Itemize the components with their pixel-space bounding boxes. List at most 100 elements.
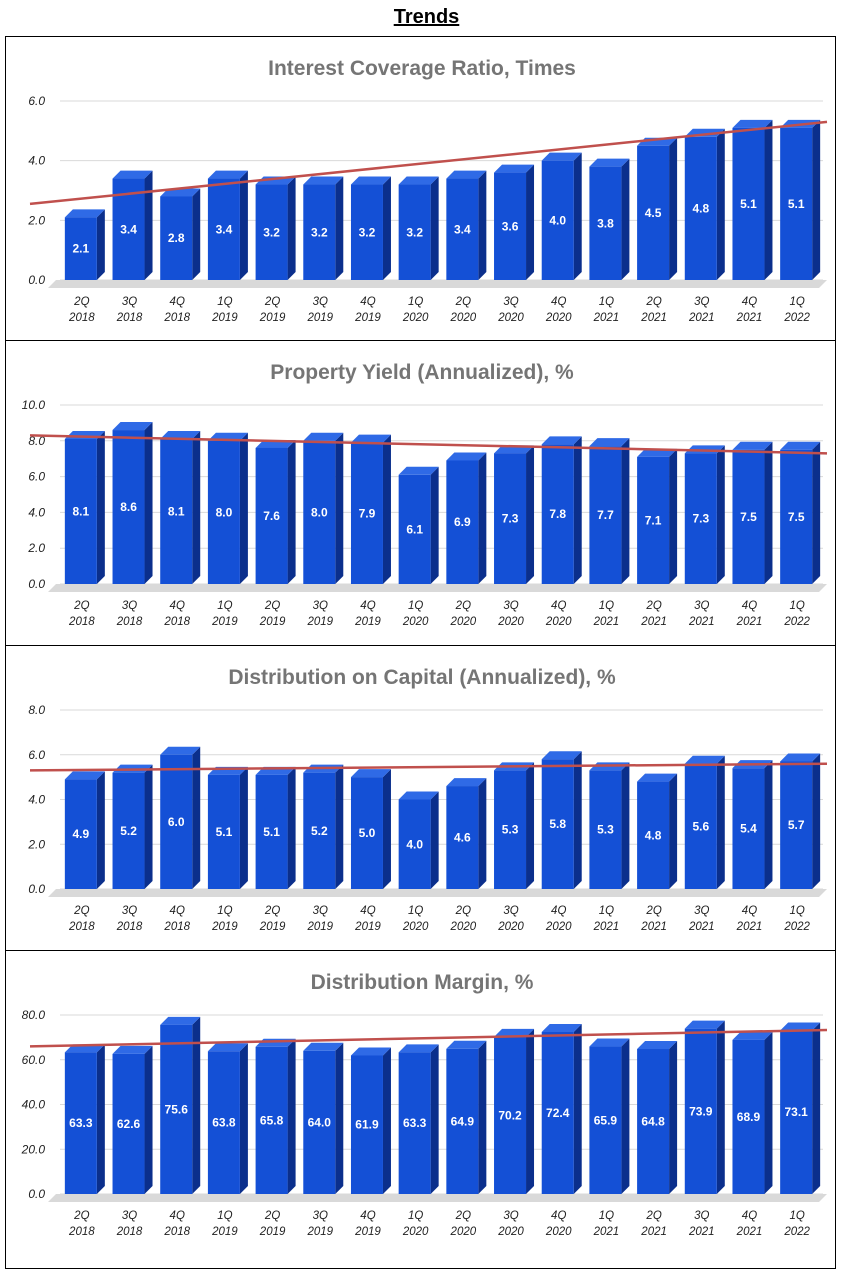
bar	[637, 448, 678, 584]
bar-side	[716, 445, 725, 584]
bar-side	[526, 445, 535, 584]
y-tick-label: 0.0	[28, 273, 45, 287]
bar-side	[526, 1028, 535, 1194]
bar-top	[160, 1016, 201, 1025]
bar	[112, 422, 153, 584]
x-tick-label: 1Q	[599, 296, 614, 308]
x-tick-label: 2020	[497, 921, 524, 933]
bar	[494, 445, 535, 584]
data-label: 5.1	[263, 825, 280, 839]
x-tick-label: 2018	[68, 921, 95, 933]
bar-front	[350, 442, 383, 584]
data-label: 3.4	[216, 222, 233, 236]
x-tick-label: 2019	[306, 1226, 333, 1238]
bar-top	[398, 176, 439, 185]
bar-front	[684, 136, 717, 280]
data-label: 5.6	[692, 819, 709, 833]
x-tick-label: 3Q	[503, 600, 518, 612]
trend-line	[29, 434, 828, 455]
data-label: 7.6	[263, 509, 280, 523]
data-label: 62.6	[117, 1117, 141, 1131]
bar-front	[207, 440, 240, 584]
x-tick-label: 4Q	[360, 600, 375, 612]
bar-side	[144, 170, 153, 280]
data-label: 4.0	[406, 837, 423, 851]
bar-front	[112, 772, 145, 889]
bar-top	[732, 441, 773, 450]
bar-top	[541, 1024, 582, 1033]
x-tick-label: 4Q	[742, 600, 757, 612]
bar-side	[287, 1038, 296, 1194]
x-tick-label: 2021	[593, 616, 620, 628]
data-label: 5.2	[311, 824, 328, 838]
data-label: 5.0	[359, 826, 376, 840]
bar	[494, 1028, 535, 1194]
x-tick-label: 2020	[402, 1226, 429, 1238]
bar-side	[239, 766, 248, 889]
distribution-margin-chart: Distribution Margin, % 0.0 20.0 40.0 60.0 80.…	[21, 971, 828, 1238]
x-tick-label: 1Q	[599, 1210, 614, 1222]
bar-side	[192, 431, 201, 584]
data-label: 3.2	[263, 225, 280, 239]
x-tick-label: 4Q	[170, 1210, 185, 1222]
y-tick-label: 8.0	[28, 434, 45, 448]
x-tick-label: 1Q	[217, 296, 232, 308]
y-tick-label: 4.0	[28, 505, 45, 519]
x-tick-label: 1Q	[599, 905, 614, 917]
bar-side	[96, 431, 105, 584]
bar	[637, 1041, 678, 1194]
bar-side	[287, 439, 296, 584]
y-tick-label: 0.0	[28, 577, 45, 591]
data-label: 7.8	[549, 507, 566, 521]
bar	[684, 1020, 725, 1194]
bar-side	[573, 751, 582, 889]
x-tick-label: 2Q	[73, 296, 89, 308]
bar-side	[669, 137, 678, 280]
data-label: 3.4	[120, 222, 137, 236]
property-yield-chart: Property Yield (Annualized), % 0.0 2.0 4.0 6…	[22, 361, 828, 628]
x-tick-label: 2018	[116, 921, 143, 933]
bar	[589, 762, 630, 889]
x-tick-label: 1Q	[408, 600, 423, 612]
x-tick-label: 2018	[116, 312, 143, 324]
data-label: 5.1	[216, 825, 233, 839]
bar-top	[350, 1047, 391, 1056]
data-label: 6.1	[406, 522, 423, 536]
panel-divider	[5, 645, 836, 646]
x-tick-label: 4Q	[551, 296, 566, 308]
bar-side	[716, 1020, 725, 1194]
bar-side	[96, 1044, 105, 1194]
data-label: 5.7	[788, 818, 805, 832]
bar-top	[684, 755, 725, 764]
x-tick-label: 2019	[259, 921, 286, 933]
bar	[160, 1016, 201, 1194]
data-label: 4.9	[73, 827, 90, 841]
bar-front	[207, 178, 240, 280]
chart-floor	[48, 584, 827, 592]
data-label: 7.7	[597, 508, 614, 522]
x-tick-label: 4Q	[742, 905, 757, 917]
bar-front	[350, 777, 383, 889]
x-tick-label: 2021	[688, 921, 715, 933]
bar-front	[541, 444, 574, 584]
data-label: 8.0	[311, 505, 328, 519]
data-label: 6.0	[168, 815, 185, 829]
page-title: Trends	[393, 6, 460, 28]
bar-top	[207, 1043, 248, 1052]
bar-top	[446, 452, 487, 461]
y-tick-label: 6.0	[28, 94, 45, 108]
bar-side	[144, 1045, 153, 1194]
x-tick-label: 2021	[640, 312, 667, 324]
bar-front	[494, 1036, 527, 1194]
bar-front	[732, 449, 765, 584]
bar-side	[716, 755, 725, 889]
bar	[207, 1043, 248, 1194]
bar-front	[64, 1052, 97, 1194]
bar-top	[303, 432, 344, 441]
bar-front	[112, 1053, 145, 1194]
x-tick-label: 2019	[354, 312, 381, 324]
x-tick-label: 2Q	[645, 905, 661, 917]
bar-side	[669, 773, 678, 889]
bar	[398, 176, 439, 280]
bar-side	[573, 1024, 582, 1194]
